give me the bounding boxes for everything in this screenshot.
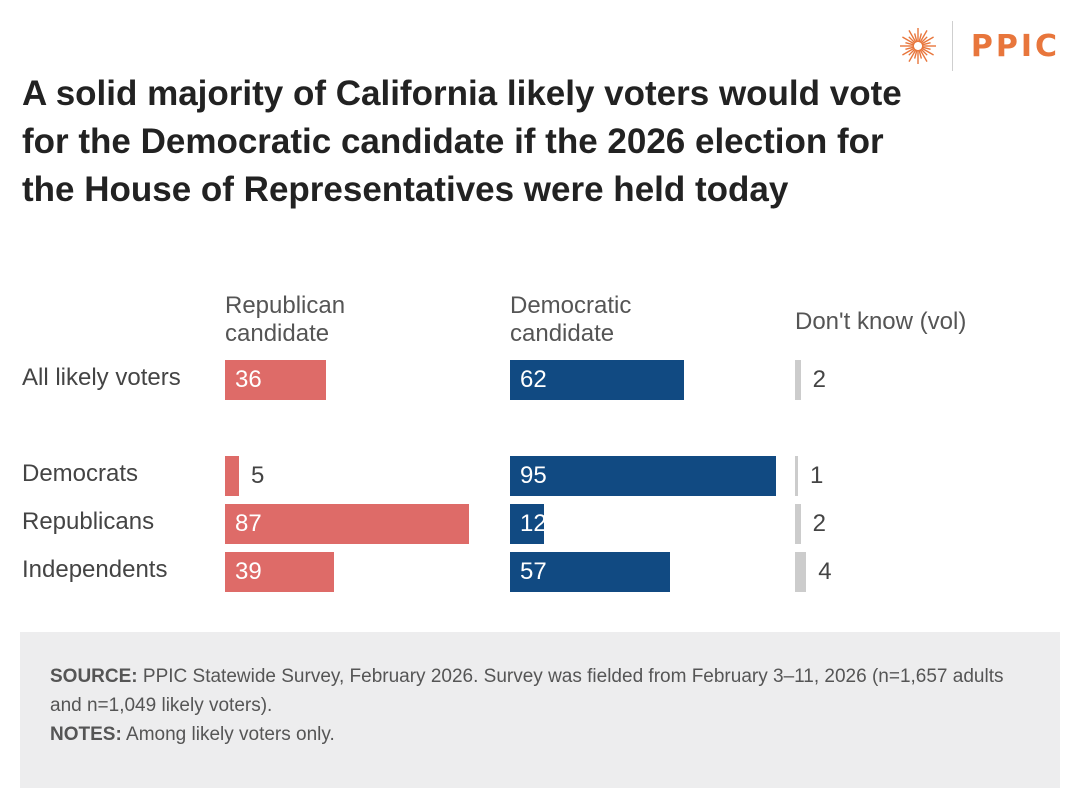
- bar-dont-know-all-likely-voters: [795, 360, 801, 400]
- bar-dont-know-republicans: [795, 504, 801, 544]
- bar-democratic-democrats: [510, 456, 776, 496]
- chart-title: A solid majority of California likely vo…: [22, 74, 902, 209]
- sunburst-logo-icon: [899, 28, 936, 64]
- bar-republican-all-likely-voters: [225, 360, 326, 400]
- value-label-republican-independents: 39: [235, 558, 262, 585]
- value-label-democratic-independents: 57: [520, 558, 547, 585]
- ppic-logo: PPIC: [898, 20, 1060, 72]
- notes-text: Among likely voters only.: [126, 724, 335, 745]
- value-label-republican-democrats: 5: [251, 462, 265, 489]
- row-label-republicans: Republicans: [22, 508, 155, 535]
- column-header-democratic: Democratic candidate: [510, 292, 632, 347]
- bar-dont-know-independents: [795, 552, 807, 592]
- value-label-democratic-all-likely-voters: 62: [520, 366, 547, 393]
- row-label-independents: Independents: [22, 556, 168, 583]
- value-label-republican-republicans: 87: [235, 510, 262, 537]
- bar-democratic-independents: [510, 552, 670, 592]
- column-header-republican: Republican candidate: [225, 292, 346, 347]
- value-label-dont-know-democrats: 1: [810, 462, 824, 489]
- value-label-democratic-democrats: 95: [520, 462, 547, 489]
- logo-divider: [951, 21, 953, 71]
- value-label-democratic-republicans: 12: [520, 510, 547, 537]
- bar-democratic-all-likely-voters: [510, 360, 684, 400]
- row-label-democrats: Democrats: [22, 460, 139, 487]
- bar-democratic-republicans: [510, 504, 544, 544]
- notes-line: NOTES: Among likely voters only.: [50, 720, 1030, 749]
- value-label-dont-know-republicans: 2: [812, 510, 826, 537]
- brand-name: PPIC: [970, 28, 1060, 64]
- bar-dont-know-democrats: [795, 456, 798, 496]
- value-label-republican-all-likely-voters: 36: [235, 366, 262, 393]
- bar-chart: Republican candidate Democratic candidate…: [0, 280, 1080, 610]
- source-line: SOURCE: PPIC Statewide Survey, February …: [50, 662, 1030, 720]
- bar-republican-independents: [225, 552, 335, 592]
- column-header-dont-know: Don't know (vol): [795, 308, 967, 335]
- source-notes-box: SOURCE: PPIC Statewide Survey, February …: [20, 632, 1060, 788]
- notes-label: NOTES:: [50, 724, 122, 745]
- value-label-dont-know-all-likely-voters: 2: [812, 366, 826, 393]
- source-text: PPIC Statewide Survey, February 2026. Su…: [50, 666, 1004, 716]
- bar-republican-democrats: [225, 456, 239, 496]
- row-label-all-likely-voters: All likely voters: [22, 364, 181, 391]
- source-label: SOURCE:: [50, 666, 138, 687]
- value-label-dont-know-independents: 4: [818, 558, 832, 585]
- bar-republican-republicans: [225, 504, 469, 544]
